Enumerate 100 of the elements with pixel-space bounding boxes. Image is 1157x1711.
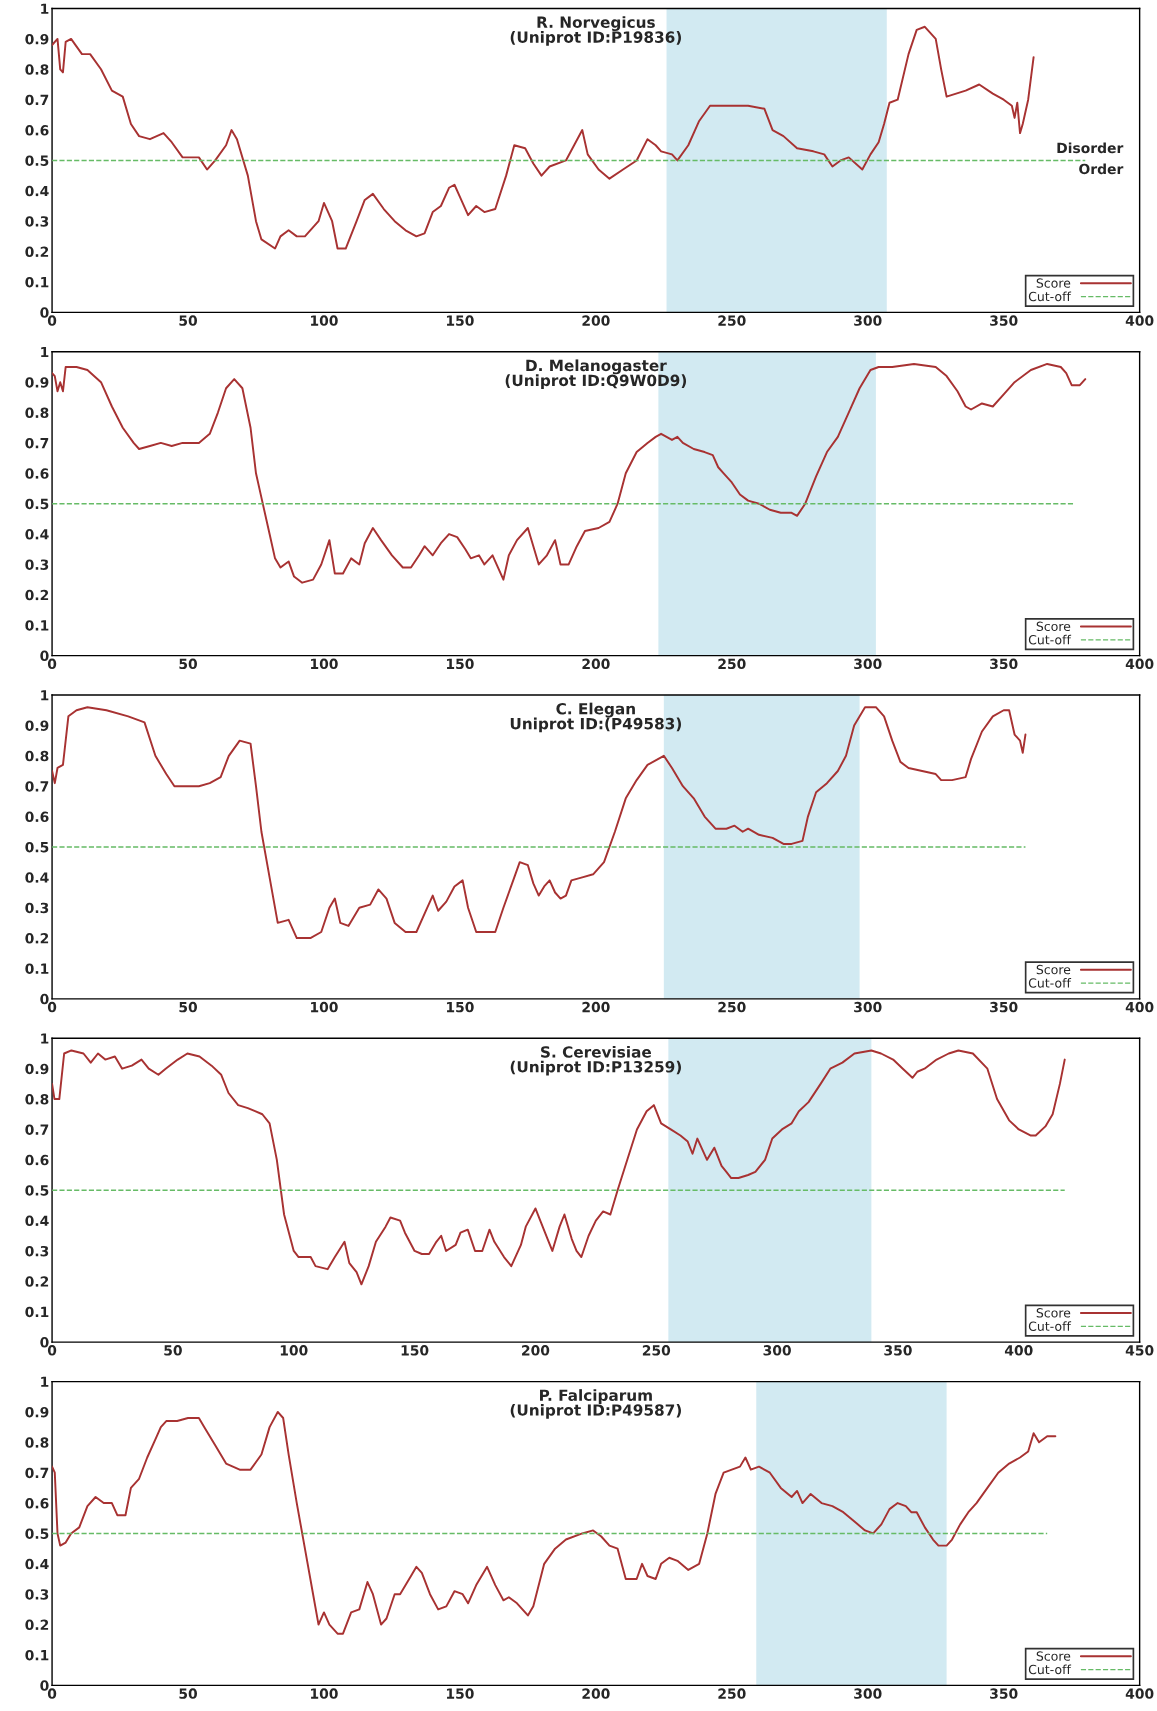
x-tick-label: 400 xyxy=(1004,1345,1033,1356)
y-tick-label: 0.2 xyxy=(25,246,49,258)
x-tick-label: 450 xyxy=(1125,1345,1154,1356)
x-tick-label: 250 xyxy=(718,1001,746,1013)
x-tick-label: 200 xyxy=(582,1688,610,1699)
x-tick-label: 350 xyxy=(990,315,1018,326)
x-tick-label: 400 xyxy=(1125,315,1154,326)
y-tick-label: 0.6 xyxy=(25,1498,49,1509)
y-tick-label: 1 xyxy=(41,3,49,14)
x-tick-label: 150 xyxy=(401,1345,429,1356)
y-tick-label: 0.5 xyxy=(25,841,49,853)
y-tick-label: 1 xyxy=(41,1376,49,1387)
legend-label: Score xyxy=(1036,278,1071,288)
y-tick-label: 0.6 xyxy=(25,1154,49,1166)
y-tick-label: 0.9 xyxy=(25,1063,49,1075)
x-tick-label: 150 xyxy=(446,315,474,326)
y-tick-label: 1 xyxy=(41,690,49,701)
x-tick-label: 350 xyxy=(990,1688,1018,1699)
x-tick-label: 350 xyxy=(990,658,1018,670)
text: R. Norvegicus (Uniprot ID:P19836) xyxy=(510,16,681,46)
y-tick-label: 0.1 xyxy=(25,1306,49,1318)
x-tick-label: 100 xyxy=(311,315,338,326)
y-tick-label: 0.6 xyxy=(25,125,49,136)
x-tick-label: 50 xyxy=(179,315,198,326)
legend-label: Score xyxy=(1036,964,1071,975)
x-tick-label: 100 xyxy=(311,1688,338,1699)
y-tick-label: 0.9 xyxy=(25,720,49,731)
y-tick-label: 0.7 xyxy=(25,1124,49,1135)
text: S. Cerevisiae (Uniprot ID:P13259) xyxy=(510,1045,681,1076)
x-tick-label: 100 xyxy=(280,1345,308,1356)
y-tick-label: 0.5 xyxy=(25,1185,49,1196)
x-tick-label: 300 xyxy=(854,315,882,326)
y-tick-label: 0.4 xyxy=(25,529,49,540)
y-tick-label: 0 xyxy=(40,993,49,1005)
y-tick-label: 0 xyxy=(40,1337,49,1348)
legend-label: Score xyxy=(1036,1651,1071,1661)
x-tick-label: 50 xyxy=(164,1345,182,1356)
x-tick-label: 300 xyxy=(763,1345,791,1356)
x-tick-label: 200 xyxy=(582,315,610,326)
x-tick-label: 250 xyxy=(718,1688,746,1699)
y-tick-label: 0.3 xyxy=(25,1589,49,1600)
y-tick-label: 0.3 xyxy=(25,902,49,914)
y-tick-label: 0.7 xyxy=(25,94,49,106)
y-tick-label: 0.7 xyxy=(25,781,49,792)
y-tick-label: 0 xyxy=(40,1680,49,1691)
annotation: Order xyxy=(1079,163,1124,175)
y-tick-label: 1 xyxy=(41,1033,49,1044)
y-tick-label: 0 xyxy=(40,307,49,318)
y-tick-label: 0.8 xyxy=(25,1437,49,1448)
y-tick-label: 0.7 xyxy=(25,437,49,449)
y-tick-label: 0.6 xyxy=(25,811,49,823)
x-tick-label: 300 xyxy=(854,658,882,670)
x-tick-label: 200 xyxy=(582,658,610,670)
y-tick-label: 0.5 xyxy=(25,155,49,166)
y-tick-label: 0.9 xyxy=(25,1406,49,1418)
x-tick-label: 50 xyxy=(179,1688,198,1699)
y-tick-label: 0.4 xyxy=(25,1215,49,1227)
y-tick-label: 0.4 xyxy=(25,185,49,197)
x-tick-label: 200 xyxy=(582,1001,610,1013)
x-tick-label: 350 xyxy=(884,1345,912,1356)
y-tick-label: 0.5 xyxy=(25,498,49,510)
y-tick-label: 0.9 xyxy=(25,377,49,388)
x-tick-label: 150 xyxy=(446,658,474,670)
x-tick-label: 250 xyxy=(642,1345,671,1356)
x-tick-label: 150 xyxy=(446,1001,474,1013)
y-tick-label: 0.1 xyxy=(25,276,49,288)
y-tick-label: 0.8 xyxy=(25,407,49,419)
y-tick-label: 0 xyxy=(40,650,49,662)
y-tick-label: 0.2 xyxy=(25,1619,49,1631)
y-tick-label: 0.2 xyxy=(25,933,49,944)
y-tick-label: 0.3 xyxy=(25,559,49,570)
x-tick-label: 100 xyxy=(311,658,338,670)
legend-label: Score xyxy=(1036,1308,1071,1318)
y-tick-label: 0.4 xyxy=(25,872,49,883)
legend-label: Cut-off xyxy=(1028,977,1072,988)
annotation: Disorder xyxy=(1057,142,1124,154)
y-tick-label: 0.7 xyxy=(25,1467,49,1479)
x-tick-label: 300 xyxy=(854,1688,882,1699)
y-tick-label: 0.3 xyxy=(25,216,49,227)
y-tick-label: 0.8 xyxy=(25,64,49,75)
x-tick-label: 250 xyxy=(718,658,746,670)
y-tick-label: 1 xyxy=(41,346,49,358)
legend-label: Score xyxy=(1036,621,1071,632)
x-tick-label: 100 xyxy=(311,1001,338,1013)
legend-label: Cut-off xyxy=(1028,291,1072,302)
y-tick-label: 0.5 xyxy=(25,1528,49,1539)
y-tick-label: 0.1 xyxy=(25,1649,49,1661)
y-tick-label: 0.9 xyxy=(25,33,49,45)
x-tick-label: 250 xyxy=(718,315,746,326)
x-tick-label: 300 xyxy=(854,1001,882,1013)
y-tick-label: 0.2 xyxy=(25,1276,49,1287)
text: P. Falciparum (Uniprot ID:P49587) xyxy=(510,1389,681,1419)
x-tick-label: 200 xyxy=(522,1345,550,1356)
x-tick-label: 400 xyxy=(1125,658,1154,670)
y-tick-label: 0.8 xyxy=(25,1094,49,1105)
y-tick-label: 0.4 xyxy=(25,1558,49,1570)
x-tick-label: 50 xyxy=(179,1001,198,1013)
y-tick-label: 0.1 xyxy=(25,620,49,631)
x-tick-label: 400 xyxy=(1125,1001,1154,1013)
y-tick-label: 0.6 xyxy=(25,468,49,479)
